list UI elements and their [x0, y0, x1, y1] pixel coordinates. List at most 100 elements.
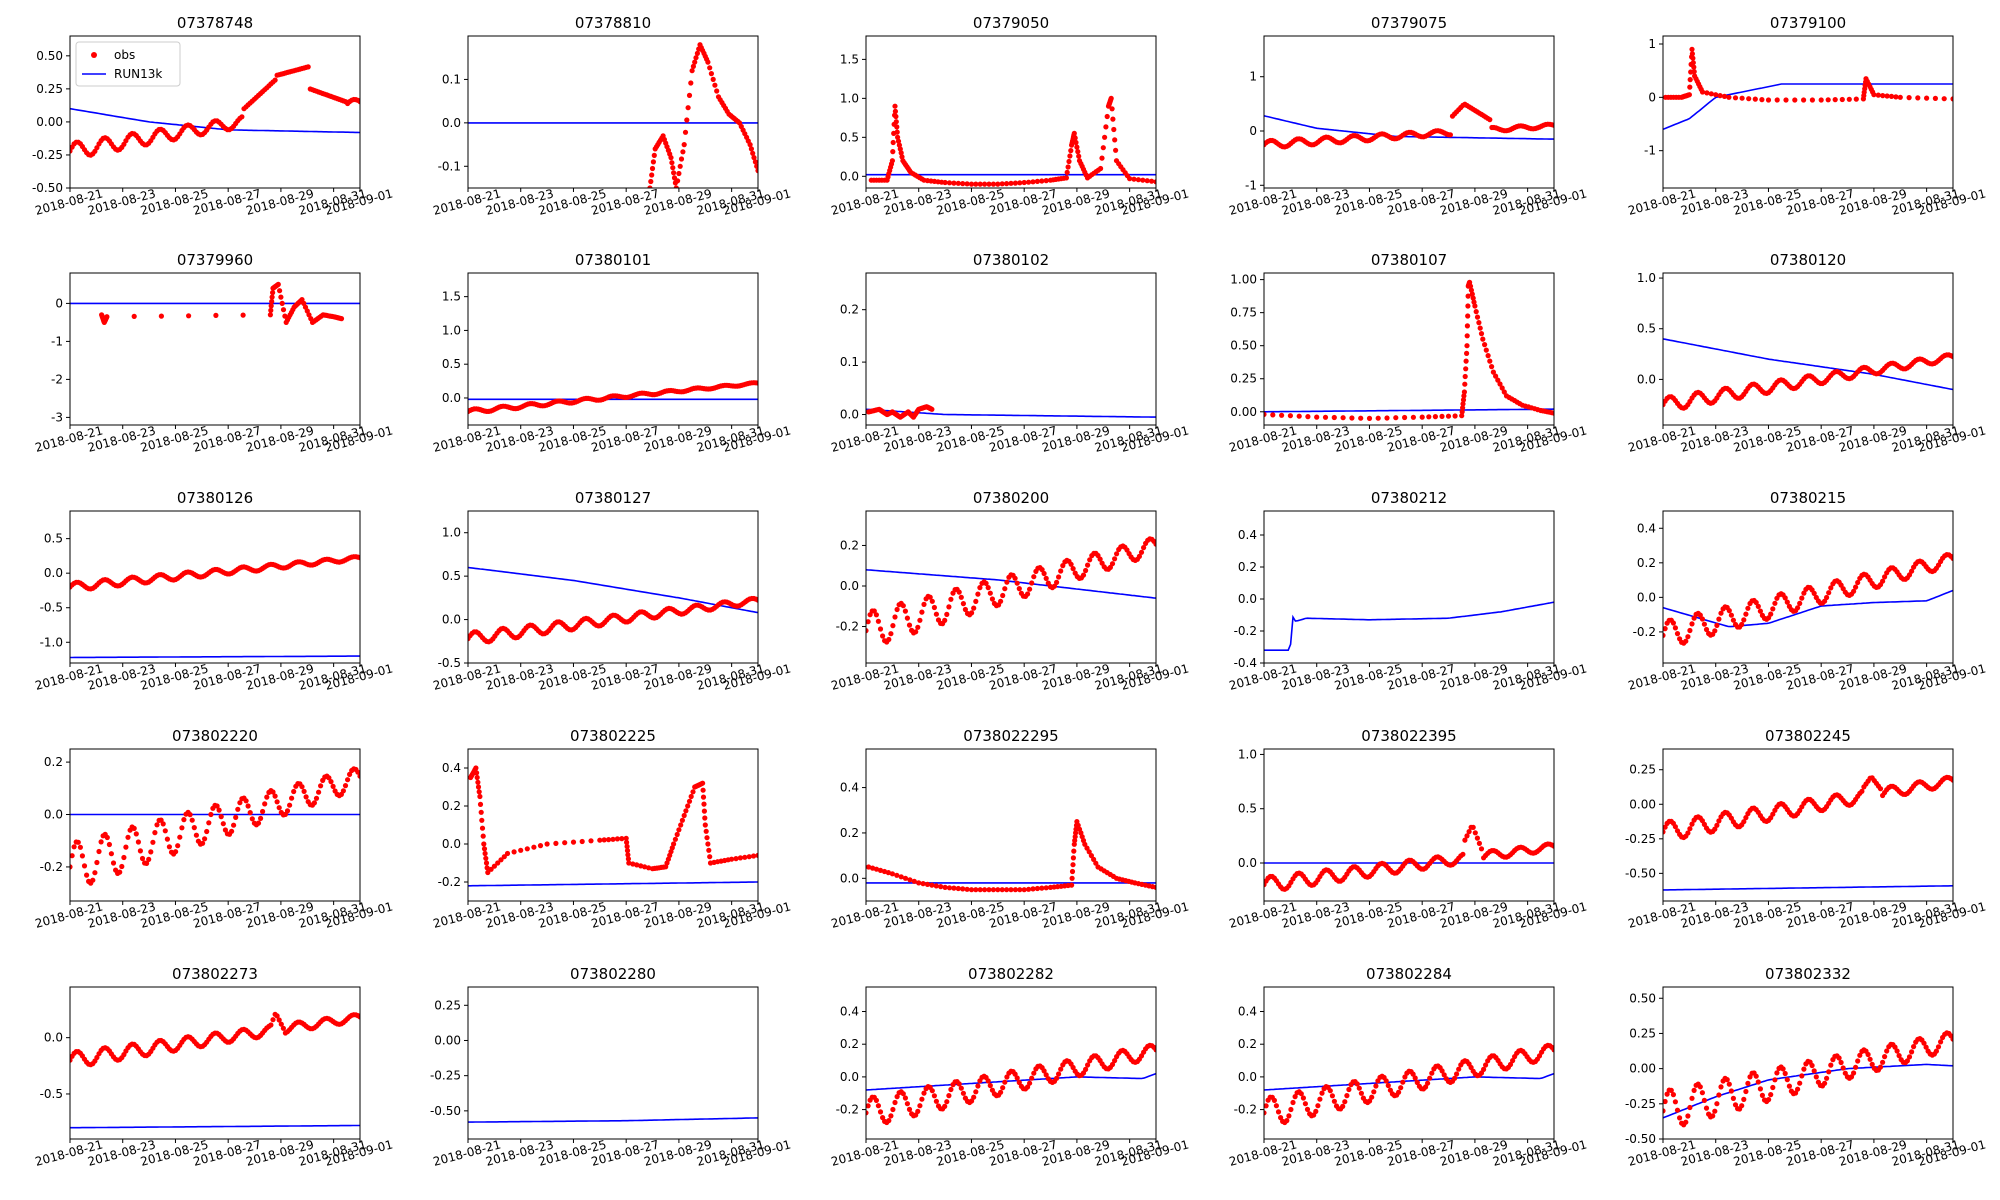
obs-point: [270, 789, 276, 795]
obs-point: [733, 856, 739, 862]
obs-point: [1469, 291, 1475, 297]
subplot-073802225: 073802225-0.20.00.20.42018-08-212018-08-…: [431, 727, 792, 931]
obs-point: [1468, 287, 1474, 293]
obs-point: [1478, 846, 1485, 852]
obs-point: [985, 1078, 991, 1084]
series-line-run13k: [866, 1072, 1156, 1091]
y-tick-label: 0.1: [442, 72, 461, 86]
y-tick-label: 0.0: [44, 808, 63, 822]
obs-point: [895, 134, 901, 140]
obs-point: [1476, 320, 1482, 326]
obs-point: [1875, 92, 1881, 98]
obs-point: [92, 870, 98, 876]
obs-point: [998, 598, 1004, 604]
obs-point: [90, 877, 96, 883]
obs-point: [1441, 1072, 1447, 1078]
obs-point: [1465, 313, 1471, 319]
obs-point: [1880, 93, 1886, 99]
obs-point: [893, 119, 899, 125]
obs-point: [1071, 130, 1077, 136]
subplot-title: 07380107: [1371, 251, 1447, 269]
subplot-07379960: 07379960-3-2-102018-08-212018-08-232018-…: [33, 251, 394, 455]
series-obs-markers: [468, 765, 758, 876]
obs-point: [1108, 95, 1114, 101]
axes-frame: [865, 986, 1157, 1140]
obs-point: [1070, 862, 1076, 868]
obs-point: [1000, 1085, 1006, 1091]
subplot-title: 07380102: [973, 251, 1049, 269]
obs-point: [1880, 1059, 1886, 1065]
y-tick-label: 0.0: [1238, 856, 1257, 870]
obs-point: [896, 142, 903, 148]
series-line-run13k: [468, 881, 758, 887]
obs-point: [1855, 579, 1861, 586]
obs-point: [701, 808, 708, 814]
obs-point: [268, 303, 274, 309]
obs-point: [1069, 875, 1075, 881]
obs-point: [915, 624, 921, 630]
obs-point: [476, 789, 482, 795]
obs-point: [218, 814, 224, 820]
obs-point: [1070, 566, 1076, 572]
obs-point: [1780, 1066, 1786, 1072]
obs-point: [933, 883, 939, 889]
obs-point: [1772, 1077, 1778, 1083]
obs-point: [1685, 830, 1691, 836]
obs-point: [1712, 826, 1718, 832]
obs-point: [1461, 393, 1467, 399]
obs-point: [1784, 1077, 1790, 1083]
obs-point: [1069, 882, 1075, 888]
obs-point: [1041, 1068, 1047, 1074]
obs-point: [755, 597, 758, 603]
obs-point: [1732, 1102, 1739, 1108]
obs-point: [70, 1057, 73, 1063]
obs-point: [1859, 788, 1865, 794]
obs-point: [693, 55, 699, 61]
obs-point: [1932, 95, 1938, 101]
obs-point: [1663, 626, 1668, 632]
obs-point: [995, 181, 1001, 187]
y-tick-label: 0.0: [442, 391, 461, 405]
obs-point: [1809, 97, 1815, 103]
series-line-run13k: [1663, 589, 1953, 628]
obs-point: [345, 777, 351, 783]
obs-point: [133, 831, 139, 837]
y-tick-label: 0.25: [36, 82, 63, 96]
obs-point: [626, 860, 632, 866]
obs-point: [1344, 1093, 1350, 1099]
obs-point: [77, 844, 83, 850]
obs-point: [881, 868, 888, 875]
obs-point: [886, 636, 892, 643]
y-tick-label: -0.5: [438, 656, 461, 670]
obs-point: [1109, 1061, 1116, 1068]
y-tick-label: -0.4: [1234, 656, 1257, 670]
y-tick-label: 0.2: [44, 755, 63, 769]
y-tick-label: -0.50: [430, 1104, 461, 1118]
obs-point: [1877, 1064, 1884, 1070]
obs-point: [1039, 178, 1045, 184]
obs-point: [875, 618, 882, 624]
obs-point: [1012, 180, 1019, 186]
obs-point: [70, 853, 75, 859]
y-tick-label: 0.2: [840, 1037, 859, 1051]
obs-point: [958, 594, 964, 600]
obs-point: [1460, 851, 1466, 857]
y-tick-label: -0.50: [32, 181, 63, 195]
obs-point: [326, 775, 332, 781]
obs-point: [942, 884, 948, 891]
obs-point: [1141, 545, 1147, 551]
obs-point: [70, 864, 73, 870]
series-obs-markers: [99, 281, 345, 325]
obs-point: [1051, 583, 1058, 589]
obs-point: [268, 1022, 274, 1028]
obs-point: [537, 843, 544, 849]
obs-point: [291, 788, 297, 795]
axes-frame: [865, 748, 1157, 902]
obs-point: [1836, 1055, 1842, 1061]
obs-point: [916, 880, 922, 886]
obs-point: [189, 817, 195, 823]
obs-point: [1768, 611, 1774, 617]
obs-point: [917, 617, 923, 623]
obs-point: [962, 606, 969, 613]
obs-point: [1462, 837, 1468, 843]
